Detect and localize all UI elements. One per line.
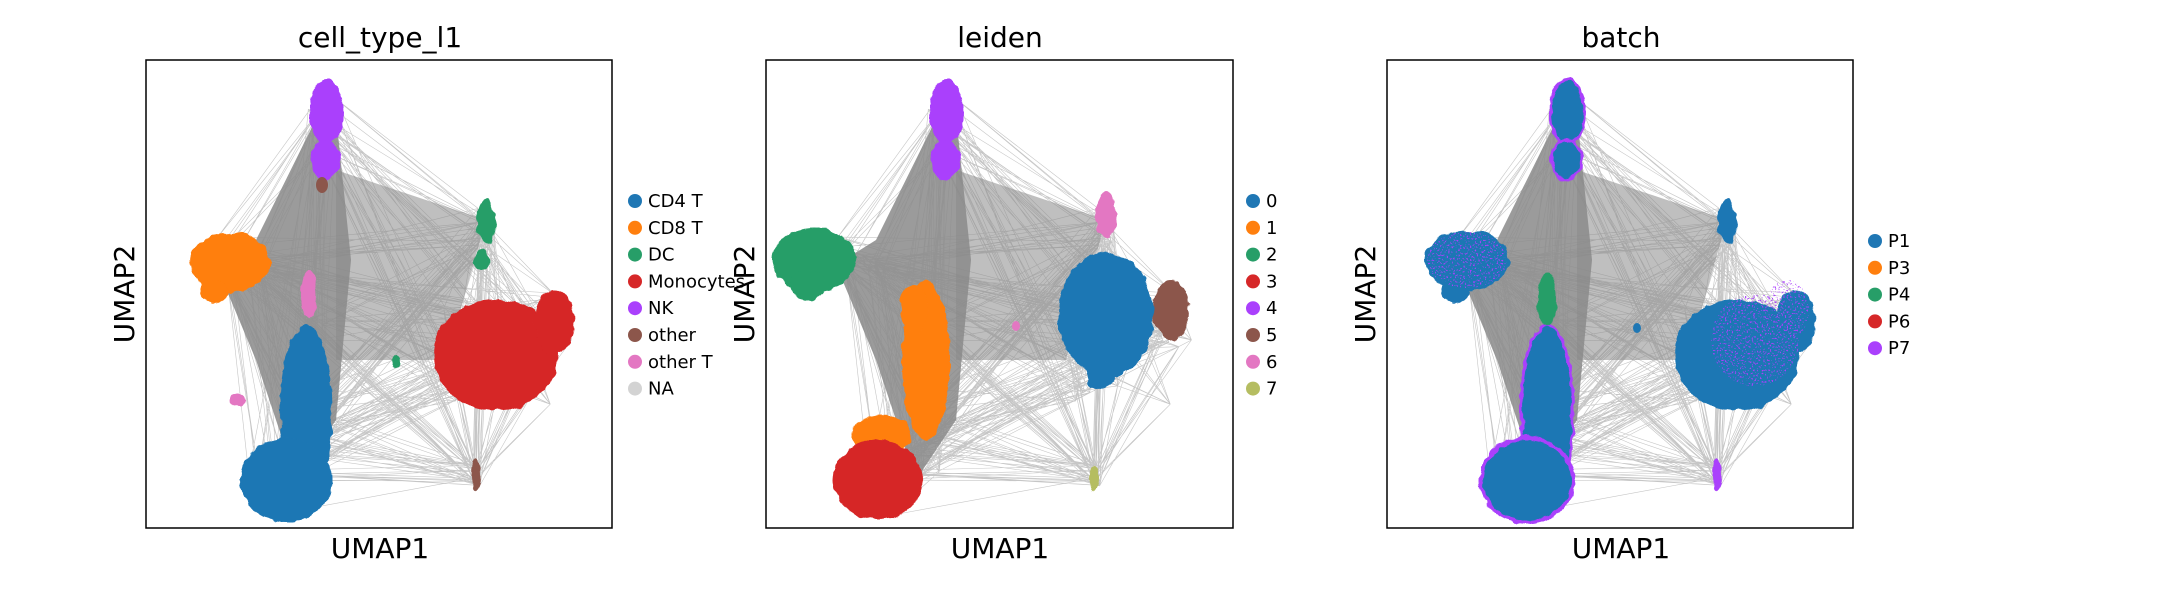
legend-label: P1	[1888, 231, 1910, 252]
legend-label: 5	[1266, 325, 1277, 346]
legend-label: P4	[1888, 285, 1910, 306]
legend-item: other	[628, 325, 697, 346]
legend-marker	[1246, 247, 1260, 262]
legend-label: 4	[1266, 298, 1277, 319]
cluster-cloud	[772, 80, 1189, 520]
legend-label: 3	[1266, 271, 1277, 292]
legend-label: Monocytes	[648, 271, 745, 292]
legend-item: 2	[1246, 245, 1277, 266]
x-axis-label: UMAP1	[1572, 532, 1671, 565]
legend-item: other T	[628, 352, 714, 373]
panel-leiden: leiden UMAP1 UMAP2 0 1 2 3 4 5 6 7	[728, 21, 1277, 565]
panel-title: leiden	[957, 21, 1043, 54]
legend-marker	[1868, 341, 1882, 356]
legend-label: 0	[1266, 191, 1277, 212]
panel-cell-type: cell_type_l1 UMAP1 UMAP2 CD4 T CD8 T DC Mon…	[108, 21, 745, 565]
legend-marker	[1246, 354, 1260, 369]
legend-item: DC	[628, 245, 674, 266]
legend-marker	[1868, 287, 1882, 302]
legend-item: P4	[1868, 285, 1910, 306]
legend-marker	[1246, 194, 1260, 208]
legend-item: P6	[1868, 311, 1910, 332]
legend-item: P1	[1868, 231, 1910, 252]
legend-label: P7	[1888, 338, 1910, 359]
legend-marker	[1868, 260, 1882, 275]
legend-label: NA	[648, 379, 674, 400]
y-axis-label: UMAP2	[108, 245, 141, 344]
legend-label: NK	[648, 298, 674, 319]
legend-item: CD4 T	[628, 191, 704, 212]
legend-item: CD8 T	[628, 218, 704, 239]
plot-frame	[1386, 59, 1854, 529]
legend-item: 4	[1246, 298, 1277, 319]
legend-marker	[1246, 381, 1260, 396]
legend-marker	[1246, 274, 1260, 289]
legend-marker	[1246, 220, 1260, 235]
legend-label: CD8 T	[648, 218, 704, 239]
legend-item: NA	[628, 379, 674, 400]
legend-label: 6	[1266, 352, 1277, 373]
legend-item: P3	[1868, 258, 1910, 279]
legend: P1 P3 P4 P6 P7	[1868, 231, 1910, 359]
y-axis-label: UMAP2	[1349, 245, 1382, 344]
legend-label: other T	[648, 352, 714, 373]
legend-label: 7	[1266, 379, 1277, 400]
cluster-cloud	[1425, 78, 1815, 524]
legend: 0 1 2 3 4 5 6 7	[1246, 191, 1277, 400]
legend-item: Monocytes	[628, 271, 745, 292]
legend-item: P7	[1868, 338, 1910, 359]
legend-item: 3	[1246, 271, 1277, 292]
legend-item: 7	[1246, 379, 1277, 400]
legend-label: other	[648, 325, 697, 346]
legend-item: 0	[1246, 191, 1277, 212]
legend-marker	[1246, 328, 1260, 342]
legend: CD4 T CD8 T DC Monocytes NK other other T NA	[628, 191, 745, 400]
legend-label: P6	[1888, 311, 1910, 332]
legend-marker	[628, 220, 642, 235]
legend-marker	[628, 328, 642, 342]
legend-label: 1	[1266, 218, 1277, 239]
legend-marker	[628, 301, 642, 316]
legend-label: CD4 T	[648, 191, 704, 212]
x-axis-label: UMAP1	[331, 532, 430, 565]
x-axis-label: UMAP1	[951, 532, 1050, 565]
panel-title: batch	[1581, 21, 1660, 54]
legend-item: 5	[1246, 325, 1277, 346]
cluster-cloud	[190, 80, 574, 522]
legend-marker	[628, 381, 642, 396]
y-axis-label: UMAP2	[728, 245, 761, 344]
legend-marker	[628, 354, 642, 369]
legend-marker	[1868, 314, 1882, 329]
panel-title: cell_type_l1	[298, 21, 462, 54]
legend-item: NK	[628, 298, 674, 319]
legend-item: 6	[1246, 352, 1277, 373]
legend-label: 2	[1266, 245, 1277, 266]
plot-frame	[145, 59, 613, 529]
legend-label: DC	[648, 245, 674, 266]
legend-label: P3	[1888, 258, 1910, 279]
legend-marker	[628, 194, 642, 208]
plot-frame	[765, 59, 1234, 529]
panel-batch: batch UMAP1 UMAP2 P1 P3 P4 P6 P7	[1349, 21, 1910, 565]
legend-marker	[628, 274, 642, 289]
legend-marker	[628, 247, 642, 262]
legend-marker	[1868, 234, 1882, 248]
legend-marker	[1246, 301, 1260, 316]
legend-item: 1	[1246, 218, 1277, 239]
